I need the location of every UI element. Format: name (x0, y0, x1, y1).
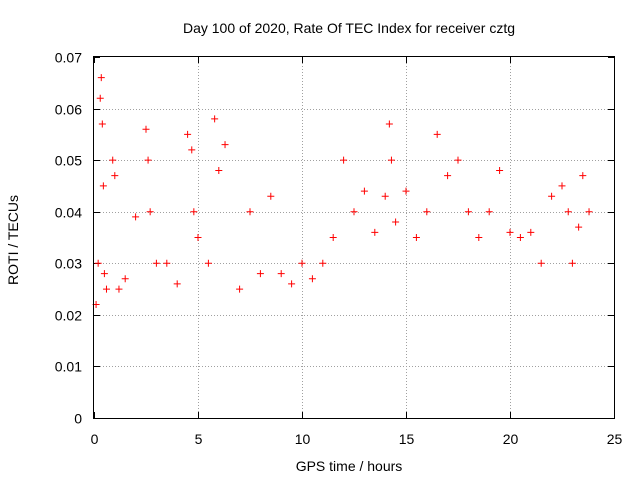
data-point (99, 182, 107, 190)
data-point (142, 125, 150, 133)
data-point (319, 259, 327, 267)
x-tick-label: 25 (607, 431, 623, 447)
x-tick-label: 5 (195, 431, 203, 447)
data-point (194, 234, 202, 241)
data-point (121, 275, 129, 283)
x-axis-label: GPS time / hours (296, 458, 403, 474)
x-tick-label: 15 (399, 431, 415, 447)
data-point (277, 270, 285, 278)
data-point (579, 172, 587, 180)
data-point (464, 208, 472, 216)
data-point (360, 187, 368, 195)
data-point (246, 208, 254, 216)
data-point (516, 234, 524, 241)
data-point (568, 259, 576, 267)
data-point (211, 115, 219, 123)
data-point (184, 130, 192, 138)
data-point (109, 156, 117, 164)
data-point (204, 259, 212, 267)
data-point (98, 120, 106, 128)
y-tick-label: 0.03 (55, 256, 82, 272)
data-point (94, 259, 102, 267)
chart-title: Day 100 of 2020, Rate Of TEC Index for r… (183, 20, 515, 36)
data-point (385, 120, 393, 128)
y-axis-label: ROTI / TECUs (5, 195, 21, 285)
data-point (100, 270, 108, 278)
data-point (564, 208, 572, 216)
data-point (188, 146, 196, 154)
data-point (423, 208, 431, 216)
y-tick-label: 0.01 (55, 359, 82, 375)
data-point (387, 156, 395, 164)
data-point (96, 94, 104, 102)
data-point (392, 218, 400, 226)
data-point (381, 192, 389, 200)
data-points (92, 74, 593, 309)
plot-frame (93, 56, 615, 419)
data-point (236, 285, 244, 293)
data-point (329, 234, 337, 241)
data-point (371, 228, 379, 236)
data-point (308, 275, 316, 283)
y-tick-label: 0.02 (55, 308, 82, 324)
data-point (132, 213, 140, 221)
data-point (537, 259, 545, 267)
data-point (402, 187, 410, 195)
data-point (433, 130, 441, 138)
data-point (575, 223, 583, 231)
x-tick-label: 10 (295, 431, 311, 447)
x-tick-label: 20 (503, 431, 519, 447)
y-tick-label: 0 (74, 411, 82, 427)
data-point (298, 259, 306, 267)
data-point (288, 280, 296, 288)
data-point (221, 141, 229, 149)
data-point (267, 192, 275, 200)
data-point (454, 156, 462, 164)
data-point (215, 166, 223, 174)
data-point (146, 208, 154, 216)
data-point (506, 228, 514, 236)
data-point (585, 208, 593, 216)
data-point (115, 285, 123, 293)
x-tick-label: 0 (91, 431, 99, 447)
data-point (527, 228, 535, 236)
data-point (97, 74, 105, 82)
data-point (496, 166, 504, 174)
data-point (558, 182, 566, 190)
y-tick-label: 0.05 (55, 153, 82, 169)
data-point (102, 285, 110, 293)
data-point (111, 172, 119, 180)
data-point (163, 259, 171, 267)
data-point (548, 192, 556, 200)
y-tick-label: 0.07 (55, 50, 82, 66)
tick-layer: 0 5 10 15 20 25 0 0.01 0.02 0.03 0.04 0.05 0.06 0.07 (55, 50, 623, 448)
data-point (190, 208, 198, 216)
data-point (173, 280, 181, 288)
grid-layer (94, 57, 614, 418)
data-point (144, 156, 152, 164)
data-point (350, 208, 358, 216)
data-point (475, 234, 483, 241)
data-point (444, 172, 452, 180)
y-tick-label: 0.06 (55, 102, 82, 118)
data-point (412, 234, 420, 241)
data-point (485, 208, 493, 216)
data-point (340, 156, 348, 164)
data-point (152, 259, 160, 267)
data-point (256, 270, 264, 278)
y-tick-label: 0.04 (55, 205, 82, 221)
